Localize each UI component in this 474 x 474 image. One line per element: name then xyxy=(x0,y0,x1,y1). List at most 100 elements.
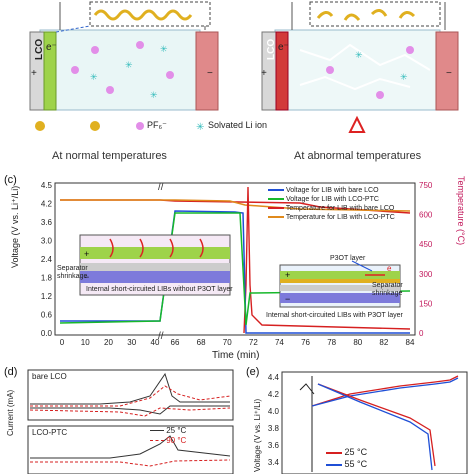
anode-normal xyxy=(195,31,219,111)
d-sub-bare: bare LCO xyxy=(32,372,67,381)
d-plot-bottom xyxy=(27,425,234,474)
cv-25c-bottom xyxy=(30,435,231,459)
lco-electrode-normal xyxy=(43,31,57,111)
e-y-tick: 3.4 xyxy=(268,458,280,467)
inset-cathode xyxy=(80,247,230,259)
electron-label: e⁻ xyxy=(46,42,57,53)
c-legend: Voltage for LIB with bare LCO Voltage fo… xyxy=(268,186,395,222)
caption-normal: At normal temperatures xyxy=(52,150,167,162)
y-tick-left: 0.6 xyxy=(41,311,53,320)
x-tick: 84 xyxy=(406,338,415,347)
temp-spike xyxy=(243,186,411,334)
x-tick: 80 xyxy=(353,338,362,347)
x-tick: 10 xyxy=(81,338,90,347)
discharge-55c xyxy=(317,383,433,471)
legend-pf6-text: PF₆⁻ xyxy=(147,120,167,130)
li-ion-glyph: ✳ xyxy=(125,60,133,70)
li-ion-glyph: ✳ xyxy=(160,44,168,54)
e-plot xyxy=(281,371,468,474)
li-ion-legend-icon: ✳ xyxy=(196,122,204,133)
panel-e-chart: 4.4 4.2 4.0 3.8 3.6 3.4 xyxy=(268,371,468,474)
p3ot-chain-broken xyxy=(316,9,416,21)
c-xlabel: Time (min) xyxy=(212,350,260,361)
x-tick: 82 xyxy=(379,338,388,347)
inset-separator xyxy=(80,263,230,271)
plus-label: + xyxy=(31,68,37,79)
x-tick: 74 xyxy=(275,338,284,347)
heat-triangle-icon xyxy=(348,115,366,133)
x-tick: 20 xyxy=(104,338,113,347)
legend-entry: Voltage for LIB with bare LCO xyxy=(268,186,395,195)
y-tick-left: 3.0 xyxy=(41,237,53,246)
x-tick: 70 xyxy=(223,338,232,347)
legend-entry: 55 °C xyxy=(326,458,367,470)
minus-label: − xyxy=(207,68,213,79)
panel-c-label: (c) xyxy=(4,174,17,186)
battery-schematics: ✳ ✳ ✳ ✳ ✳ ✳ ✳ xyxy=(29,1,459,133)
cv-25c-top xyxy=(30,372,230,405)
voltage-ptc-line xyxy=(59,212,411,326)
x-tick: 68 xyxy=(197,338,206,347)
internal-short-left: Internal short-circuited LIBs without P3… xyxy=(86,286,233,293)
legend-entry: Temperature for LIB with bare LCO xyxy=(268,204,395,213)
e-y-tick: 4.2 xyxy=(268,390,280,399)
li-ion-glyph: ✳ xyxy=(355,50,363,60)
e-y-tick: 4.4 xyxy=(268,373,280,382)
x-tick: 40 xyxy=(151,338,160,347)
c-ylabel-right: Temperature (°C) xyxy=(456,176,466,246)
pf6-ion xyxy=(71,66,79,74)
legend-entry: Voltage for LIB with LCO-PTC xyxy=(268,195,395,204)
legend-entry: 25 °C xyxy=(150,426,186,436)
x-tick: 72 xyxy=(249,338,258,347)
d-sub-ptc: LCO-PTC xyxy=(32,428,68,437)
cv-90c-top xyxy=(30,385,231,407)
e-y-tick: 3.8 xyxy=(268,424,280,433)
panel-e-label: (e) xyxy=(246,366,260,378)
electron-label: e⁻ xyxy=(278,42,289,53)
electrolyte-abnormal xyxy=(274,29,441,111)
inset-arrows xyxy=(109,238,204,258)
zoom-line xyxy=(55,25,91,33)
x-tick: 30 xyxy=(127,338,136,347)
pf6-legend-icon xyxy=(136,122,144,130)
cv-90c-top-return xyxy=(29,407,231,417)
cv-25c-top-return xyxy=(30,405,230,415)
e-y-tick: 3.6 xyxy=(268,441,280,450)
lco-label-right: LCO xyxy=(266,38,277,60)
li-ion-glyph: ✳ xyxy=(400,72,408,82)
pf6-ion xyxy=(106,86,114,94)
y-tick-left: 2.4 xyxy=(41,255,53,264)
battery-normal: ✳ ✳ ✳ ✳ xyxy=(29,1,219,111)
x-tick: 78 xyxy=(327,338,336,347)
p3ot-chain xyxy=(93,9,193,21)
inset-anode xyxy=(80,271,230,283)
charge-55c xyxy=(311,377,459,407)
y-tick-left: 1.8 xyxy=(41,274,53,283)
legend-li-text: Solvated Li ion xyxy=(208,120,268,130)
inset-plus: + xyxy=(84,249,89,259)
p3ot-layer-label: P3OT layer xyxy=(330,255,366,262)
d-plot-top xyxy=(27,369,234,421)
e-zoom-marker xyxy=(299,383,315,395)
li-ion-glyph: ✳ xyxy=(150,90,158,100)
y-tick-left: 4.5 xyxy=(41,181,53,190)
inset-minus: − xyxy=(285,294,290,304)
inset-electron: e xyxy=(387,264,392,273)
crack xyxy=(299,43,431,71)
li-ion-glyph: ✳ xyxy=(90,72,98,82)
lco-electrode-abnormal xyxy=(275,31,289,111)
right-axis-ticks: 0 150 300 450 600 750 xyxy=(419,181,433,338)
y-tick-right: 150 xyxy=(419,299,433,308)
hexyl-thiophene-icon xyxy=(90,121,100,131)
d-legend: 25 °C 90 °C xyxy=(150,426,186,446)
inset-plus: + xyxy=(285,270,290,280)
pf6-ion xyxy=(406,46,414,54)
panel-d-label: (d) xyxy=(4,366,18,378)
c-ylabel-left: Voltage (V vs. Li⁺/Li) xyxy=(10,185,20,268)
pf6-ion xyxy=(326,66,334,74)
anode-abnormal xyxy=(435,31,459,111)
y-tick-right: 0 xyxy=(419,329,424,338)
x-tick: 0 xyxy=(60,338,65,347)
electrolyte-normal xyxy=(39,29,201,111)
